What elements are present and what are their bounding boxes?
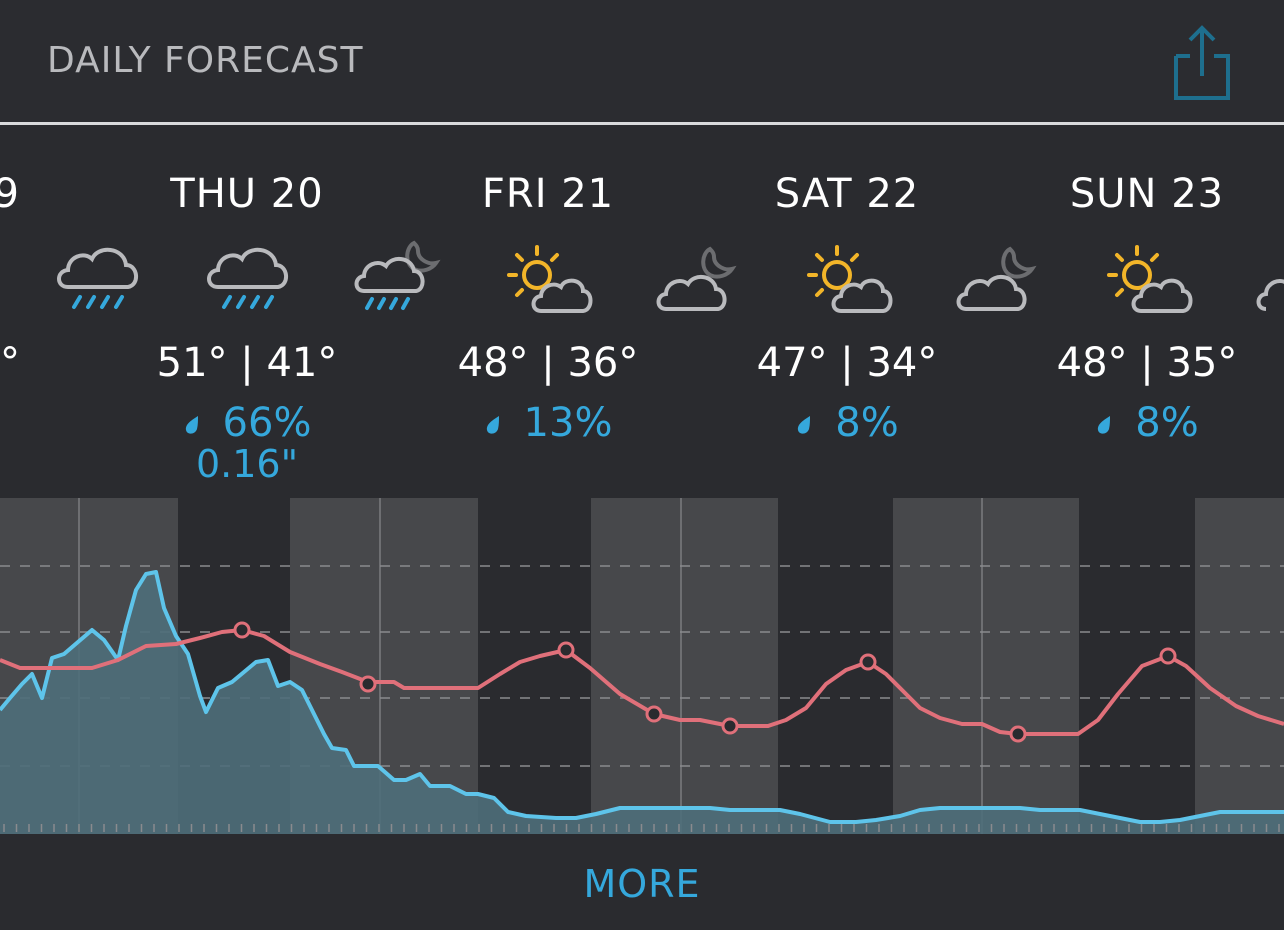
day-precip: 66% [97, 400, 397, 446]
day-band [591, 498, 778, 834]
precip-chance: 8% [835, 400, 899, 446]
high-temp-marker [557, 641, 575, 659]
day-precip: 13% [398, 400, 698, 446]
day-temps: 47° | 34° [756, 340, 938, 386]
rain-cloud-icon [57, 248, 138, 309]
high-temp-marker [859, 653, 877, 671]
more-button[interactable]: MORE [583, 862, 701, 906]
day-name: 9 [0, 171, 20, 217]
day-temps: 48° | 36° [457, 340, 639, 386]
section-title: DAILY FORECAST [47, 40, 364, 81]
partly-cloudy-night-icon [956, 246, 1037, 311]
partly-sunny-icon [807, 245, 893, 313]
raindrop-icon [798, 416, 811, 434]
day-name: SAT 22 [774, 171, 920, 217]
precip-chance: 8% [1135, 400, 1199, 446]
day-temps: 48° | 35° [1056, 340, 1238, 386]
low-temp-marker [721, 717, 739, 735]
day-precip: 8% [997, 400, 1284, 446]
low-temp-marker [645, 705, 663, 723]
day-temps: 51° | 41° [156, 340, 338, 386]
day-temps: 4° [0, 340, 20, 386]
partly-cloudy-night-icon [1256, 279, 1284, 311]
day-precip: 8% [697, 400, 997, 446]
raindrop-icon [1098, 416, 1111, 434]
day-name: SUN 23 [1069, 171, 1225, 217]
low-temp-marker [359, 675, 377, 693]
precip-line [0, 570, 1284, 824]
gridlines [0, 565, 1284, 767]
hour-ticks [3, 824, 1280, 832]
rain-cloud-night-icon [354, 240, 441, 310]
high-temp-marker [1159, 647, 1177, 665]
day-name: FRI 21 [481, 171, 615, 217]
day-band [1195, 498, 1284, 834]
partly-cloudy-night-icon [656, 246, 737, 311]
precip-area [0, 572, 1284, 834]
temperature-markers [233, 621, 1177, 743]
raindrop-icon [486, 416, 499, 434]
forecast-chart[interactable] [0, 498, 1284, 834]
header-divider [0, 122, 1284, 125]
raindrop-icon [185, 416, 198, 434]
share-icon[interactable] [1166, 22, 1236, 104]
high-temp-marker [233, 621, 251, 639]
day-band [893, 498, 1079, 834]
precip-chance: 13% [523, 400, 613, 446]
rain-cloud-icon [207, 248, 288, 309]
day-columns[interactable]: 9 4° % THU 20 51° | 41° 66% 0.16" FRI 21… [0, 125, 1284, 498]
precip-amount: 0.16" [195, 442, 299, 486]
precip-chance: 66% [222, 400, 312, 446]
partly-sunny-icon [1107, 245, 1193, 313]
footer: MORE [0, 834, 1284, 930]
day-name: THU 20 [170, 171, 324, 217]
partly-sunny-icon [507, 245, 593, 313]
low-temp-marker [1009, 725, 1027, 743]
forecast-header: DAILY FORECAST [0, 0, 1284, 124]
